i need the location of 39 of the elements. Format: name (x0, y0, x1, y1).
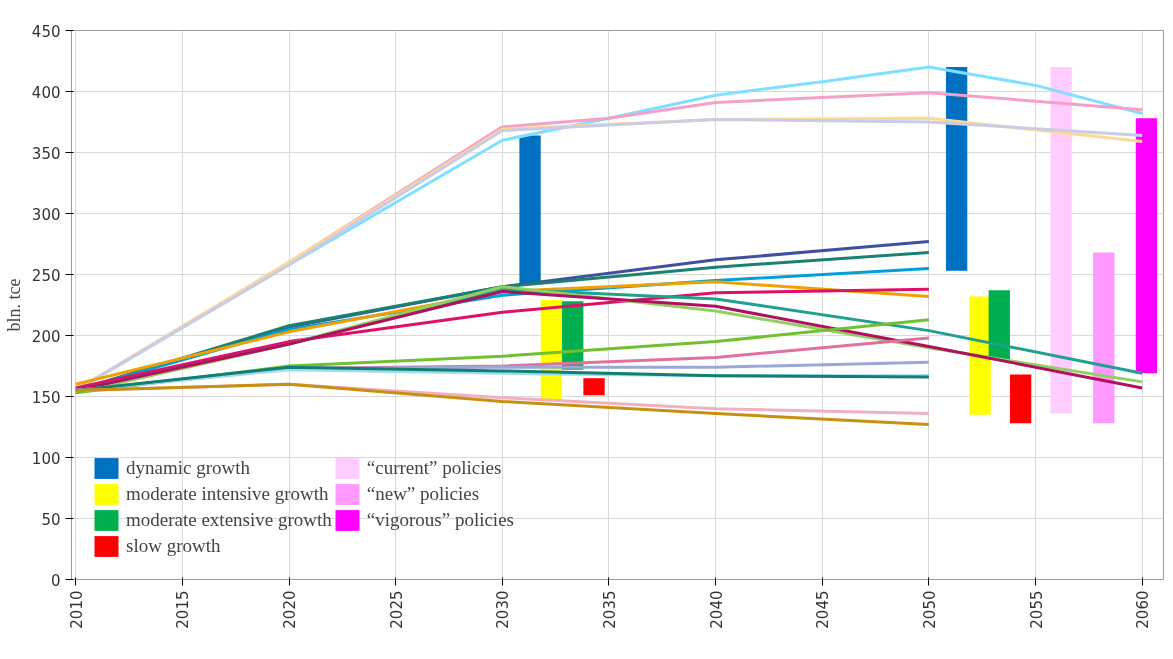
legend-label: “new” policies (366, 482, 480, 506)
bar (1093, 252, 1115, 424)
x-tick-label: 2060 (1134, 590, 1153, 629)
legend-label: moderate intensive growth (126, 482, 329, 506)
x-tick-label: 2035 (600, 590, 619, 629)
y-tick-label: 400 (31, 83, 61, 102)
y-tick-label: 200 (31, 327, 61, 346)
bar (583, 378, 605, 396)
bar (945, 67, 968, 271)
y-tick-label: 50 (41, 510, 61, 529)
x-tick-label: 2010 (67, 590, 86, 629)
x-tick-label: 2040 (707, 590, 726, 629)
bar (988, 290, 1010, 360)
x-tick-label: 2055 (1027, 590, 1046, 629)
x-tick-label: 2030 (494, 590, 513, 629)
bar (519, 135, 541, 285)
legend-label: slow growth (126, 534, 221, 558)
y-tick-label: 350 (31, 144, 61, 163)
x-tick-label: 2045 (814, 590, 833, 629)
line-series (74, 382, 931, 427)
y-tick-label: 300 (31, 205, 61, 224)
x-tick-label: 2015 (174, 590, 193, 629)
y-axis-title: bln. tce (3, 278, 24, 332)
y-tick-label: 100 (31, 449, 61, 468)
legend-label: dynamic growth (126, 456, 251, 480)
legend-label: “vigorous” policies (366, 508, 514, 532)
bar (1009, 374, 1032, 424)
bar (1050, 67, 1072, 414)
x-tick-label: 2020 (281, 590, 300, 629)
x-tick-label: 2050 (920, 590, 939, 629)
y-tick-label: 150 (31, 388, 61, 407)
y-tick-label: 450 (31, 22, 61, 41)
y-tick-label: 250 (31, 266, 61, 285)
y-tick-label: 0 (50, 571, 61, 590)
bar (1135, 118, 1158, 374)
x-tick-label: 2025 (387, 590, 406, 629)
bar (969, 296, 991, 415)
legend-label: moderate extensive growth (126, 508, 332, 532)
legend-label: “current” policies (366, 456, 502, 480)
